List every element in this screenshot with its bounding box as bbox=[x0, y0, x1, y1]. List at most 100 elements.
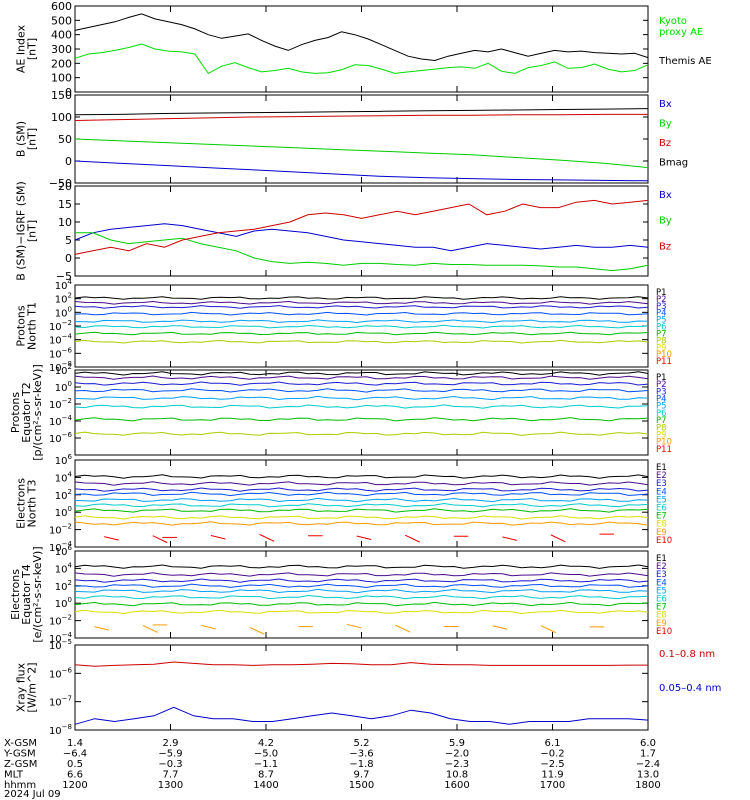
legend-item: P11 bbox=[656, 445, 672, 455]
channel-line bbox=[502, 536, 518, 541]
legend-item: E2 bbox=[656, 471, 667, 481]
y-axis-label: Xray flux bbox=[15, 662, 28, 712]
legend-item: E8 bbox=[656, 520, 667, 530]
legend-item: Bz bbox=[659, 138, 671, 149]
channel-line bbox=[201, 624, 216, 630]
channel-line bbox=[74, 431, 649, 436]
legend-item: P2 bbox=[656, 295, 667, 305]
series-line-bmag bbox=[74, 108, 649, 116]
channel-line bbox=[74, 474, 649, 479]
y-tick-label: 106 bbox=[55, 453, 73, 467]
ephemeris-value: −5.9 bbox=[158, 749, 182, 760]
y-axis-label: Equator T2 bbox=[20, 382, 33, 442]
legend-item: 0.1–0.8 nm bbox=[659, 649, 715, 660]
ephemeris-row-label: Z-GSM bbox=[4, 759, 37, 770]
channel-line bbox=[356, 535, 372, 540]
ephemeris-value: 5.2 bbox=[354, 738, 370, 749]
legend-item: P5 bbox=[656, 316, 667, 326]
y-tick-label: 10−6 bbox=[49, 666, 73, 680]
y-tick-label: 102 bbox=[55, 363, 72, 377]
y-tick-label: 150 bbox=[51, 89, 72, 102]
channel-line bbox=[404, 534, 420, 543]
channel-line bbox=[492, 625, 508, 630]
channel-line bbox=[74, 601, 649, 607]
y-tick-label: 100 bbox=[51, 111, 72, 124]
legend-item: E6 bbox=[656, 504, 667, 514]
y-tick-label: 400 bbox=[51, 29, 72, 42]
y-tick-label: −5 bbox=[56, 270, 72, 283]
ephemeris-value: 6.0 bbox=[640, 738, 656, 749]
legend-item: P6 bbox=[656, 409, 667, 419]
legend-item: P4 bbox=[656, 395, 667, 405]
channel-line bbox=[142, 625, 158, 633]
channel-line bbox=[74, 331, 649, 336]
legend-item: E3 bbox=[656, 479, 667, 489]
series-line-by bbox=[75, 232, 649, 272]
ephemeris-value: −2.3 bbox=[445, 759, 469, 770]
series-line-0-05-0-4-nm bbox=[74, 706, 649, 725]
legend-item: E1 bbox=[656, 554, 667, 564]
legend-item: E10 bbox=[656, 536, 672, 546]
y-tick-label: 5 bbox=[65, 234, 72, 247]
y-tick-label: 10−4 bbox=[49, 540, 73, 554]
ephemeris-value: −2.4 bbox=[636, 759, 660, 770]
legend-item: E9 bbox=[656, 619, 667, 629]
y-axis-label: [W/m^2] bbox=[26, 662, 39, 712]
y-axis-label: [p/(cm²-s-sr-keV)] bbox=[31, 364, 44, 461]
ephemeris-value: 9.7 bbox=[354, 770, 370, 781]
legend-item: P8 bbox=[656, 423, 667, 433]
ephemeris-value: 5.9 bbox=[449, 738, 465, 749]
panel-frame bbox=[74, 94, 649, 184]
legend-item: Bz bbox=[659, 241, 671, 252]
ephemeris-value: 0.5 bbox=[67, 759, 83, 770]
y-tick-label: 0 bbox=[65, 252, 72, 265]
legend-item: P9 bbox=[656, 343, 667, 353]
panel-frame bbox=[74, 369, 649, 456]
legend-item: E4 bbox=[656, 578, 667, 588]
legend-item: By bbox=[659, 216, 672, 227]
ephemeris-value: 2.9 bbox=[163, 738, 179, 749]
y-tick-label: 50 bbox=[58, 133, 72, 146]
channel-line bbox=[74, 311, 649, 316]
channel-line bbox=[74, 305, 649, 309]
y-tick-label: 100 bbox=[55, 505, 72, 519]
legend-item: Bx bbox=[659, 99, 672, 110]
y-axis-label: [nT] bbox=[26, 220, 39, 242]
ephemeris-value: 1.4 bbox=[67, 738, 83, 749]
y-tick-label: 106 bbox=[55, 544, 73, 558]
y-axis-label: Electrons bbox=[9, 569, 22, 620]
channel-line bbox=[74, 375, 649, 380]
legend-item: P7 bbox=[656, 329, 667, 339]
channel-line bbox=[94, 626, 110, 631]
ephemeris-value: −2.0 bbox=[445, 749, 469, 760]
legend-item: E9 bbox=[656, 528, 667, 538]
ephemeris-value: 6.6 bbox=[67, 770, 83, 781]
channel-line bbox=[74, 515, 649, 520]
y-tick-label: 104 bbox=[55, 278, 73, 292]
legend-item: E1 bbox=[656, 463, 667, 473]
ephemeris-value: 1800 bbox=[635, 780, 660, 791]
legend-item: E10 bbox=[656, 627, 672, 637]
legend-item: P8 bbox=[656, 336, 667, 346]
y-tick-label: 10−4 bbox=[49, 414, 73, 428]
channel-line bbox=[74, 594, 649, 600]
y-tick-label: 10−8 bbox=[49, 723, 72, 737]
y-axis-label: Protons bbox=[9, 392, 22, 433]
y-axis-label: [e/(cm²-s-sr-keV)] bbox=[31, 546, 44, 642]
legend-item: Themis AE bbox=[658, 56, 712, 67]
channel-line bbox=[395, 624, 411, 633]
channel-line bbox=[74, 588, 649, 594]
y-tick-label: 10−4 bbox=[49, 631, 73, 645]
channel-line bbox=[74, 319, 649, 324]
ephemeris-value: 6.1 bbox=[545, 738, 561, 749]
panel-xray: 10−8 10−7 10−6 10−5 Xray flux[W/m^2] 0.1–0.8 … bbox=[15, 638, 722, 737]
legend-item: E3 bbox=[656, 570, 667, 580]
y-tick-label: 10−6 bbox=[49, 346, 73, 360]
ephemeris-value: −1.1 bbox=[254, 759, 278, 770]
legend-item: P6 bbox=[656, 323, 667, 333]
ephemeris-value: −3.6 bbox=[349, 749, 373, 760]
